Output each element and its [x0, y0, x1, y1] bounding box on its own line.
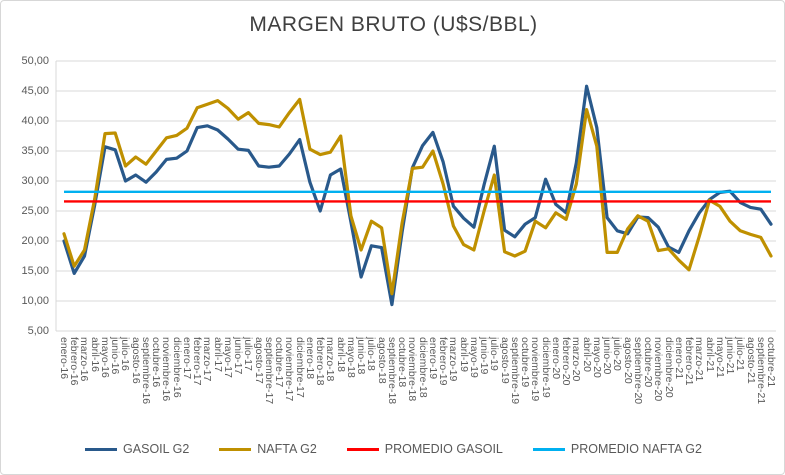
x-axis-label: marzo-18 — [324, 337, 337, 382]
x-axis-label: marzo-20 — [570, 337, 583, 382]
y-axis-tick-label: 45,00 — [21, 85, 49, 97]
x-axis-label: marzo-17 — [201, 337, 214, 382]
x-axis-label: agosto-19 — [498, 337, 511, 384]
x-axis-label: agosto-21 — [744, 337, 757, 384]
x-axis-label: abril-19 — [457, 337, 470, 373]
x-axis-label: diciembre-20 — [662, 337, 675, 398]
x-axis-label: marzo-16 — [78, 337, 91, 382]
x-axis-label: octubre-21 — [765, 337, 777, 388]
y-axis-tick-label: 10,00 — [21, 295, 49, 307]
x-axis-label: julio-20 — [611, 337, 624, 371]
x-axis-label: noviembre-18 — [406, 337, 419, 402]
gasoil-g2-series-line — [62, 84, 773, 307]
legend-item-nafta: NAFTA G2 — [219, 442, 317, 456]
gasoil-line-swatch — [85, 447, 118, 451]
x-axis-label: noviembre-16 — [160, 337, 173, 402]
y-axis-tick-label: 5,00 — [27, 325, 49, 337]
x-axis-label: abril-21 — [703, 337, 716, 373]
legend-item-gasoil: GASOIL G2 — [85, 442, 189, 456]
x-axis-label: abril-18 — [334, 337, 347, 373]
nafta-g2-series-line — [62, 97, 773, 296]
x-axis-label: abril-20 — [580, 337, 593, 373]
promedio-nafta-line-swatch — [532, 447, 565, 451]
legend-item-promedio-gasoil: PROMEDIO GASOIL — [346, 442, 503, 456]
x-axis-label: noviembre-20 — [652, 337, 665, 402]
y-axis-tick-label: 30,00 — [21, 175, 49, 187]
x-axis-label: julio-17 — [242, 337, 255, 371]
x-axis-label: noviembre-19 — [529, 337, 542, 402]
x-axis-label: noviembre-17 — [283, 337, 296, 402]
x-axis-label: diciembre-17 — [293, 337, 306, 398]
y-axis-tick-label: 20,00 — [21, 235, 49, 247]
y-axis-tick-label: 25,00 — [21, 205, 49, 217]
legend-label-promedio-gasoil: PROMEDIO GASOIL — [384, 442, 503, 456]
nafta-line-swatch — [219, 447, 252, 451]
x-axis-label: diciembre-18 — [416, 337, 429, 398]
chart-title: MARGEN BRUTO (U$S/BBL) — [249, 13, 538, 36]
legend-item-promedio-nafta: PROMEDIO NAFTA G2 — [532, 442, 702, 456]
y-axis-tick-label: 50,00 — [21, 55, 49, 67]
legend-label-gasoil: GASOIL G2 — [123, 442, 190, 456]
y-axis-tick-label: 35,00 — [21, 145, 49, 157]
promedio-gasoil-line-swatch — [346, 447, 379, 451]
x-axis-label: agosto-18 — [375, 337, 388, 384]
x-axis-label: julio-16 — [119, 337, 132, 371]
x-axis-label: julio-21 — [734, 337, 747, 371]
x-axis-label: agosto-20 — [621, 337, 634, 384]
x-axis-label: julio-19 — [488, 337, 501, 371]
legend-label-nafta: NAFTA G2 — [257, 442, 317, 456]
y-axis-tick-label: 40,00 — [21, 115, 49, 127]
x-axis-label: marzo-21 — [693, 337, 706, 382]
y-axis-tick-label: 15,00 — [21, 265, 49, 277]
x-axis-label: marzo-19 — [447, 337, 460, 382]
x-axis-label: diciembre-19 — [539, 337, 552, 398]
legend-label-promedio-nafta: PROMEDIO NAFTA G2 — [570, 442, 702, 456]
x-axis-label: julio-18 — [365, 337, 378, 371]
legend: GASOIL G2 NAFTA G2 PROMEDIO GASOIL PROME… — [1, 442, 784, 456]
